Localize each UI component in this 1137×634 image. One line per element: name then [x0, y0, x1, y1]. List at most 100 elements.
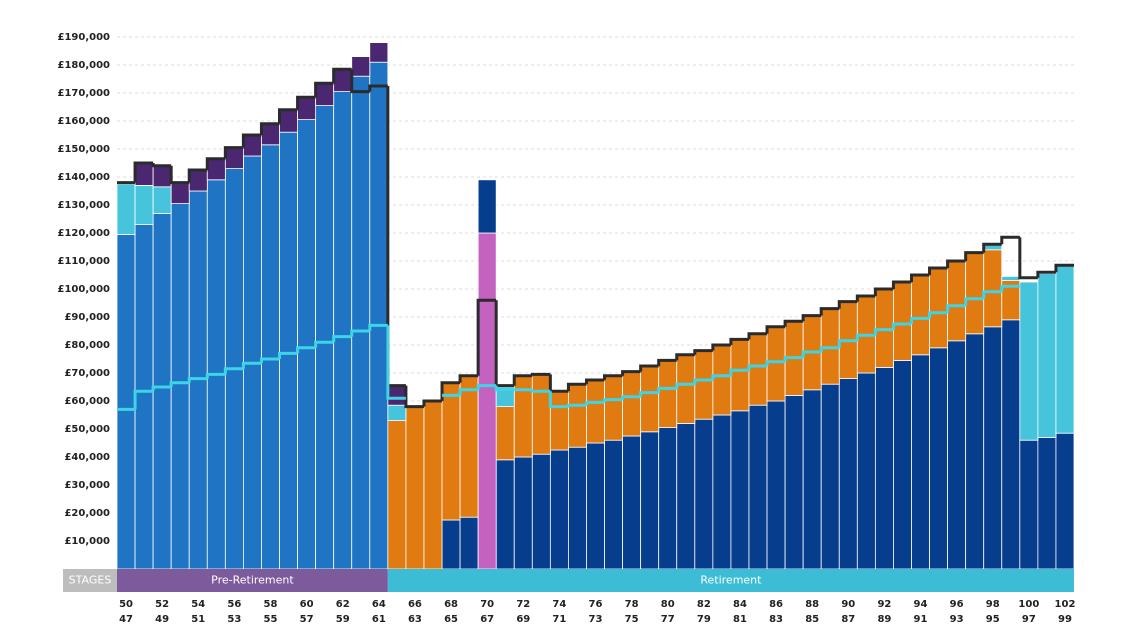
step-line [1000, 235, 1020, 245]
bar-segment [1055, 264, 1075, 434]
step-line [350, 329, 370, 337]
x-tick-label: 92 [877, 599, 891, 610]
x-tick-label: 52 [155, 599, 169, 610]
x-tick-label-secondary: 89 [877, 614, 891, 625]
bar-segment [369, 42, 389, 63]
x-tick-label: 102 [1055, 599, 1076, 610]
x-tick-label-secondary: 95 [986, 614, 1000, 625]
x-tick-label: 68 [444, 599, 458, 610]
step-line [151, 385, 172, 392]
y-tick-label: £30,000 [64, 480, 110, 491]
bar-segment [604, 439, 623, 570]
bar-segment [279, 109, 298, 133]
step-line [278, 351, 298, 359]
bar-segment [1019, 281, 1039, 441]
step-line [169, 165, 190, 185]
bar-segment [242, 134, 262, 157]
step-line [404, 385, 424, 409]
bar-segment [820, 383, 840, 570]
bar-segment [838, 378, 858, 570]
bar-segment [459, 516, 479, 570]
bar-segment [261, 144, 280, 570]
step-line [368, 84, 388, 92]
bar-segment [712, 414, 732, 570]
x-tick-label: 76 [589, 599, 603, 610]
step-line [855, 333, 876, 341]
x-tick-label-secondary: 47 [119, 614, 133, 625]
step-line [458, 388, 479, 396]
x-tick-label: 66 [408, 599, 422, 610]
y-tick-label: £70,000 [64, 368, 110, 379]
x-tick-label-secondary: 69 [516, 614, 530, 625]
step-line [259, 122, 280, 135]
step-line [982, 290, 1002, 299]
step-line [801, 350, 822, 358]
x-tick-label-secondary: 79 [697, 614, 711, 625]
step-line [187, 377, 208, 383]
bar-segment [568, 383, 587, 448]
step-line [964, 297, 984, 306]
step-line [964, 251, 984, 261]
bar-segment [513, 456, 533, 570]
step-line [711, 374, 731, 380]
x-tick-label-secondary: 97 [1022, 614, 1036, 625]
bar-segment [1001, 275, 1021, 281]
bar-segment [152, 165, 172, 188]
step-line [476, 384, 497, 390]
step-line [603, 374, 623, 380]
bar-segment [748, 333, 768, 406]
step-line [891, 280, 912, 289]
step-line [675, 382, 695, 389]
step-line [783, 319, 804, 327]
bar-segment [622, 371, 642, 437]
x-tick-label: 62 [336, 599, 350, 610]
bar-segment [802, 389, 822, 570]
y-tick-label: £160,000 [57, 116, 110, 127]
bar-segment [983, 249, 1003, 328]
step-line [621, 370, 641, 376]
y-tick-label: £100,000 [57, 284, 110, 295]
bar-segment [477, 232, 497, 570]
x-tick-label: 98 [986, 599, 1000, 610]
step-line [368, 323, 388, 331]
bar-segment [549, 449, 569, 570]
y-tick-label: £90,000 [64, 312, 110, 323]
step-line [928, 266, 948, 275]
x-tick-label: 60 [300, 599, 314, 610]
bar-segment [441, 519, 461, 570]
step-line [314, 340, 334, 348]
bar-segment [315, 105, 335, 570]
bar-segment [784, 394, 804, 570]
bar-segment [405, 406, 425, 570]
step-line [530, 389, 551, 393]
bar-segment [152, 186, 172, 214]
bar-segment [495, 406, 515, 461]
bar-segment [965, 252, 985, 335]
step-line [1036, 270, 1056, 278]
bar-segment [351, 75, 371, 570]
step-line [151, 163, 172, 168]
bar-segment [712, 344, 732, 416]
bar-segment [261, 123, 280, 146]
bar-segment [513, 375, 533, 458]
y-tick-label: £180,000 [57, 60, 110, 71]
step-line [223, 146, 244, 159]
step-line [855, 294, 876, 302]
x-tick-label: 70 [480, 599, 494, 610]
step-line [837, 339, 858, 348]
y-tick-label: £150,000 [57, 144, 110, 155]
x-tick-label-secondary: 55 [264, 614, 278, 625]
x-tick-label-secondary: 73 [589, 614, 603, 625]
bar-segment [387, 420, 407, 570]
bar-segment [1055, 432, 1075, 570]
x-tick-label-secondary: 61 [372, 614, 386, 625]
step-line [837, 300, 858, 309]
bar-segment [224, 147, 244, 170]
x-tick-label: 100 [1018, 599, 1039, 610]
bar-segment [730, 410, 750, 570]
bar-segment [694, 350, 714, 420]
step-line [819, 346, 840, 352]
stage-band [387, 569, 1074, 592]
x-tick-label-secondary: 71 [552, 614, 566, 625]
